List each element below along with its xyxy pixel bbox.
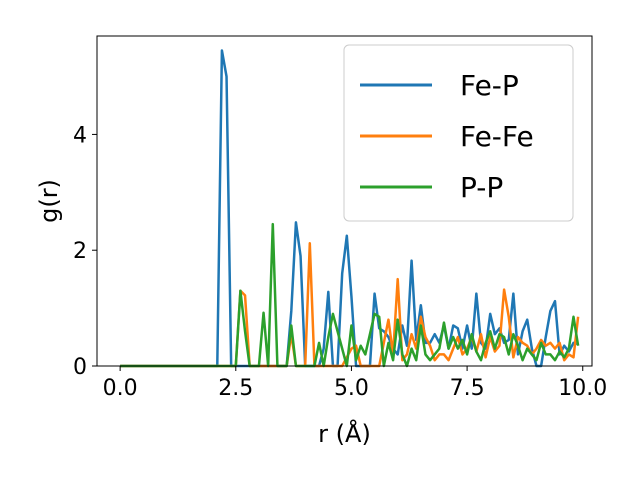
legend-label-2: P-P: [460, 171, 503, 204]
y-axis: 0 2 4: [73, 123, 97, 380]
x-tick-label: 5.0: [334, 376, 369, 401]
legend: Fe-P Fe-Fe P-P: [343, 44, 574, 222]
legend-label-0: Fe-P: [460, 69, 519, 102]
y-axis-label: g(r): [35, 179, 63, 223]
x-tick-label: 10.0: [558, 376, 607, 401]
legend-box: [343, 44, 574, 222]
x-tick-label: 7.5: [450, 376, 485, 401]
x-tick-label: 2.5: [218, 376, 253, 401]
y-tick-label: 2: [73, 239, 87, 264]
y-tick-label: 4: [73, 123, 87, 148]
x-tick-label: 0.0: [103, 376, 138, 401]
x-axis: 0.0 2.5 5.0 7.5 10.0: [103, 366, 607, 401]
x-axis-label: r (Å): [318, 419, 371, 448]
y-tick-label: 0: [73, 355, 87, 380]
series-line-2: [120, 222, 580, 368]
legend-label-1: Fe-Fe: [460, 120, 534, 153]
plot-frame: [96, 35, 593, 367]
